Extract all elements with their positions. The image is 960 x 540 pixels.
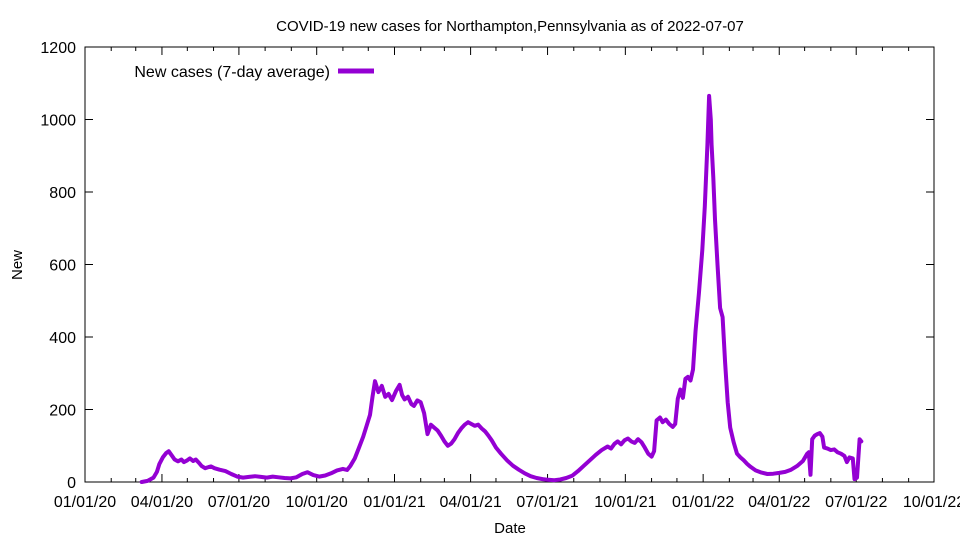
y-tick-label: 1000 — [40, 113, 76, 130]
axes-and-ticks: 01/01/20 04/01/20 07/01/20 10/01/20 01/01/21… — [40, 40, 960, 511]
x-tick-label: 07/01/21 — [516, 494, 578, 511]
x-axis-label: Date — [494, 520, 526, 537]
x-tick-label: 01/01/22 — [672, 494, 734, 511]
legend: New cases (7-day average) — [134, 64, 374, 81]
y-tick-label: 600 — [49, 258, 76, 275]
x-tick-label: 07/01/22 — [825, 494, 887, 511]
plot-border — [84, 46, 935, 483]
y-tick-label: 400 — [49, 330, 76, 347]
x-tick-label: 04/01/21 — [439, 494, 501, 511]
new-cases-line — [139, 93, 864, 484]
y-tick-label: 0 — [67, 475, 76, 492]
chart-title: COVID-19 new cases for Northampton,Penns… — [276, 18, 744, 35]
x-tick-label: 10/01/21 — [594, 494, 656, 511]
data-series — [139, 93, 864, 484]
y-tick-label: 1200 — [40, 40, 76, 57]
x-tick-label: 04/01/22 — [748, 494, 810, 511]
x-tick-label: 04/01/20 — [131, 494, 193, 511]
y-tick-label: 200 — [49, 403, 76, 420]
legend-label: New cases (7-day average) — [134, 64, 330, 81]
x-tick-label: 07/01/20 — [208, 494, 270, 511]
y-tick-label: 800 — [49, 185, 76, 202]
x-tick-label: 01/01/20 — [54, 494, 116, 511]
y-axis-label: New — [9, 250, 26, 280]
x-tick-label: 10/01/20 — [286, 494, 348, 511]
x-tick-label: 01/01/21 — [363, 494, 425, 511]
x-tick-label: 10/01/22 — [903, 494, 960, 511]
